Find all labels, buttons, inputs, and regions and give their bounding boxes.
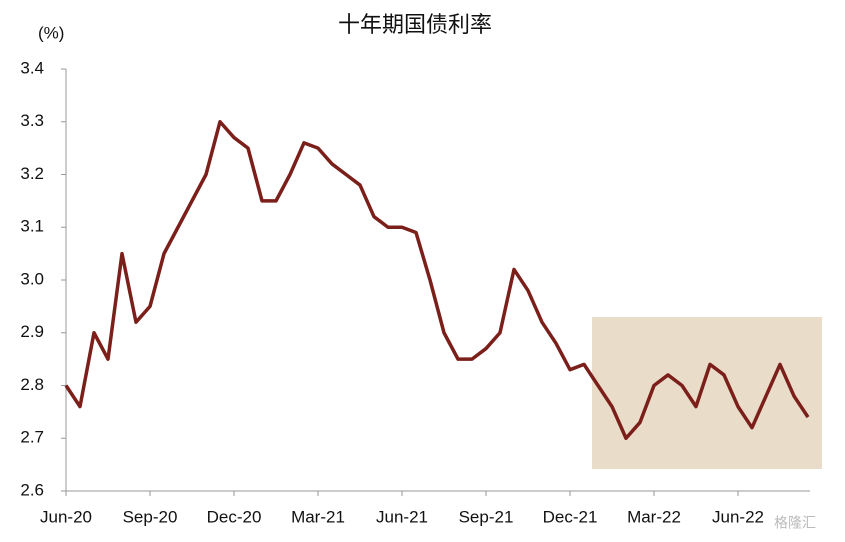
y-axis-label: (%) <box>38 23 64 42</box>
y-tick-label: 3.1 <box>20 217 44 236</box>
x-tick-label: Jun-20 <box>40 507 92 526</box>
y-tick-label: 2.7 <box>20 428 44 447</box>
watermark: 格隆汇 <box>774 515 816 531</box>
x-tick-label: Mar-22 <box>627 507 681 526</box>
x-tick-label: Dec-20 <box>207 507 262 526</box>
chart-title: 十年期国债利率 <box>338 12 492 37</box>
y-tick-label: 3.4 <box>20 58 44 77</box>
x-tick-label: Mar-21 <box>291 507 345 526</box>
line-series <box>64 120 810 440</box>
y-tick-label: 3.0 <box>20 269 44 288</box>
highlight-box <box>592 317 822 469</box>
x-tick-label: Sep-20 <box>123 507 178 526</box>
y-tick-label: 2.6 <box>20 480 44 499</box>
y-tick-label: 3.3 <box>20 111 44 130</box>
x-tick-label: Dec-21 <box>543 507 598 526</box>
x-tick-label: Sep-21 <box>459 507 514 526</box>
y-tick-label: 2.8 <box>20 375 44 394</box>
x-tick-label: Jun-21 <box>376 507 428 526</box>
x-tick-label: Jun-22 <box>712 507 764 526</box>
y-tick-label: 3.2 <box>20 164 44 183</box>
y-tick-label: 2.9 <box>20 322 44 341</box>
